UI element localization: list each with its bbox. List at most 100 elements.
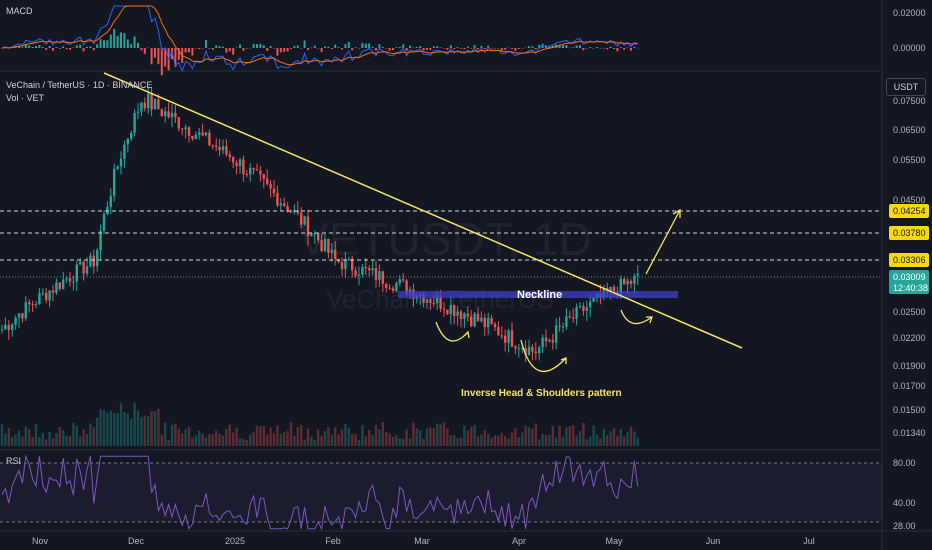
candle-body[interactable]: [184, 127, 187, 130]
left-shoulder-arrow[interactable]: [435, 321, 469, 342]
candle-body[interactable]: [500, 335, 503, 337]
candle-body[interactable]: [558, 325, 561, 327]
candle-body[interactable]: [555, 325, 558, 343]
rsi-axis[interactable]: 80.00 40.00 28.00: [893, 458, 916, 531]
candle-body[interactable]: [459, 311, 463, 319]
candle-body[interactable]: [480, 317, 483, 322]
head-arrow[interactable]: [520, 339, 567, 373]
candle-body[interactable]: [436, 296, 439, 304]
candle-body[interactable]: [527, 346, 531, 355]
candle-body[interactable]: [378, 271, 381, 280]
candle-body[interactable]: [235, 162, 238, 167]
candle-body[interactable]: [157, 99, 160, 110]
candle-body[interactable]: [504, 335, 507, 343]
candle-body[interactable]: [153, 99, 157, 110]
candle-body[interactable]: [487, 318, 490, 328]
candle-body[interactable]: [286, 205, 289, 212]
candle-body[interactable]: [269, 183, 272, 189]
candle-body[interactable]: [371, 268, 374, 271]
candle-body[interactable]: [551, 340, 554, 343]
candle-body[interactable]: [211, 145, 214, 147]
candle-body[interactable]: [565, 316, 568, 327]
candle-body[interactable]: [334, 249, 337, 259]
candle-body[interactable]: [164, 111, 167, 116]
candle-body[interactable]: [395, 282, 398, 291]
candle-body[interactable]: [252, 168, 255, 170]
candle-body[interactable]: [89, 255, 92, 267]
macd-pane[interactable]: [1, 5, 639, 76]
time-axis[interactable]: Nov Dec 2025 Feb Mar Apr May Jun Jul: [32, 536, 815, 546]
breakout-arrow[interactable]: [645, 209, 681, 275]
candle-body[interactable]: [531, 346, 534, 352]
macd-line[interactable]: [1, 5, 638, 73]
candle-body[interactable]: [398, 279, 401, 283]
candle-body[interactable]: [51, 290, 55, 293]
candle-body[interactable]: [493, 323, 497, 328]
candle-body[interactable]: [31, 304, 34, 306]
candle-body[interactable]: [34, 304, 38, 306]
candle-body[interactable]: [266, 178, 269, 184]
candle-body[interactable]: [276, 193, 279, 206]
candle-body[interactable]: [609, 286, 612, 293]
candle-body[interactable]: [507, 330, 510, 343]
candle-body[interactable]: [357, 274, 361, 276]
candle-body[interactable]: [92, 255, 95, 267]
candle-body[interactable]: [218, 147, 221, 151]
candle-body[interactable]: [126, 138, 129, 145]
candle-body[interactable]: [167, 111, 170, 118]
candle-body[interactable]: [215, 145, 218, 148]
candle-body[interactable]: [7, 324, 10, 330]
candle-body[interactable]: [296, 210, 299, 214]
candle-body[interactable]: [425, 299, 429, 303]
candle-body[interactable]: [521, 348, 524, 350]
candle-body[interactable]: [45, 292, 48, 301]
candle-body[interactable]: [303, 216, 306, 225]
candle-body[interactable]: [568, 316, 571, 318]
currency-unit-button[interactable]: USDT: [886, 78, 926, 96]
descending-trendline[interactable]: [103, 72, 743, 349]
candle-body[interactable]: [585, 307, 588, 311]
candle-body[interactable]: [41, 292, 44, 294]
candle-body[interactable]: [289, 211, 293, 213]
candle-body[interactable]: [262, 174, 265, 179]
rsi-line[interactable]: [1, 454, 639, 531]
symbol-title[interactable]: VeChain / TetherUS · 1D · BINANCE: [6, 80, 152, 90]
candle-body[interactable]: [28, 302, 31, 305]
volume-legend[interactable]: Vol · VET: [6, 93, 45, 103]
candle-body[interactable]: [191, 135, 194, 139]
macd-axis[interactable]: 0.02000 0.00000: [893, 8, 926, 53]
candle-body[interactable]: [242, 159, 245, 175]
candle-body[interactable]: [402, 279, 405, 281]
candle-body[interactable]: [96, 250, 99, 267]
candle-body[interactable]: [85, 266, 89, 274]
candle-body[interactable]: [544, 337, 548, 342]
candle-body[interactable]: [160, 109, 163, 116]
candle-body[interactable]: [561, 326, 565, 328]
candle-body[interactable]: [11, 324, 14, 330]
candle-body[interactable]: [514, 346, 517, 349]
candle-body[interactable]: [344, 259, 347, 270]
candle-body[interactable]: [140, 102, 143, 112]
candle-body[interactable]: [473, 313, 476, 327]
candle-body[interactable]: [422, 294, 425, 303]
candle-body[interactable]: [578, 306, 582, 308]
candle-body[interactable]: [259, 170, 262, 175]
candle-body[interactable]: [102, 214, 106, 231]
candle-body[interactable]: [14, 317, 17, 325]
candle-body[interactable]: [238, 159, 242, 167]
candle-body[interactable]: [323, 238, 327, 252]
candle-body[interactable]: [442, 308, 446, 310]
price-levels[interactable]: [0, 210, 882, 278]
candle-body[interactable]: [330, 249, 333, 253]
candle-body[interactable]: [177, 117, 180, 129]
candle-body[interactable]: [629, 280, 633, 284]
candle-body[interactable]: [510, 330, 514, 347]
candle-body[interactable]: [72, 281, 75, 283]
candle-body[interactable]: [150, 93, 153, 110]
candle-body[interactable]: [589, 301, 592, 308]
candle-body[interactable]: [130, 132, 133, 139]
candle-body[interactable]: [116, 166, 119, 169]
candle-body[interactable]: [463, 313, 466, 319]
candle-body[interactable]: [391, 288, 395, 291]
candle-body[interactable]: [17, 313, 21, 318]
